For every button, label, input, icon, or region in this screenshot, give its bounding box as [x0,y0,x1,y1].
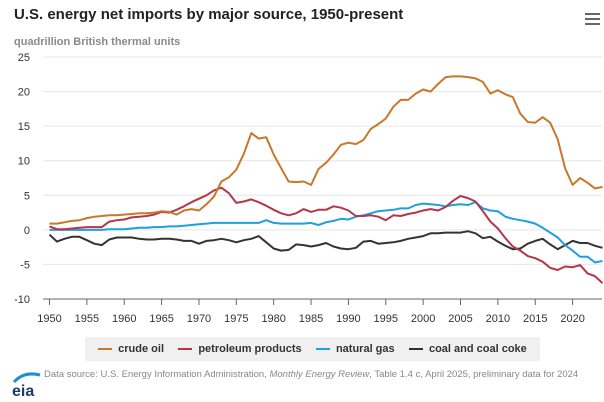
x-tick-label: 2015 [523,313,547,325]
menu-bar [585,13,600,15]
x-tick-label: 1960 [112,313,136,325]
legend-label: petroleum products [198,343,302,355]
x-tick-label: 1965 [149,313,173,325]
source-publication: Monthly Energy Review [269,369,370,380]
legend-item-natural-gas[interactable]: natural gas [315,343,395,355]
eia-logo-arc [12,372,41,384]
source-suffix: , Table 1.4 c, April 2025, preliminary d… [369,369,579,380]
y-tick-label: 5 [24,190,30,202]
legend-label: natural gas [335,343,395,355]
y-tick-label: 15 [18,121,30,133]
y-tick-label: 25 [18,52,30,64]
legend-swatch [98,348,113,350]
series-line-crude-oil [49,75,603,225]
series-line-coal-and-coal-coke [48,230,603,252]
hamburger-menu-icon[interactable] [585,13,600,27]
y-tick-label: 20 [18,87,30,99]
x-tick-label: 2000 [411,313,435,325]
legend-item-crude-oil[interactable]: crude oil [98,343,164,355]
y-tick-label: 0 [24,225,30,237]
x-tick-label: 2010 [486,313,510,325]
legend-swatch [178,348,193,350]
x-tick-label: 2005 [448,313,472,325]
x-axis: 1950 1955 1960 1965 1970 1975 1980 1985 1990 1995… [37,298,602,325]
menu-bar [585,18,600,20]
y-tick-label: -5 [20,259,30,271]
gridlines [43,56,602,265]
legend-swatch [315,348,330,350]
x-tick-label: 1975 [224,313,248,325]
legend: crude oil petroleum products natural gas co… [85,337,540,361]
y-axis-ticks: 25 20 15 10 5 0 -5 -10 [14,52,30,306]
source-prefix: Data source: U.S. Energy Information Adm… [44,369,270,380]
eia-logo-text: eia [12,383,34,399]
legend-label: coal and coal coke [428,343,527,355]
x-tick-label: 1985 [299,313,323,325]
eia-logo: eia [12,372,41,399]
y-tick-label: 10 [18,156,30,168]
x-tick-label: 1970 [187,313,211,325]
x-tick-label: 1980 [261,313,285,325]
footer: eia Data source: U.S. Energy Information… [10,369,600,399]
x-tick-label: 2020 [560,313,584,325]
series-line-natural-gas [49,201,603,264]
legend-swatch [408,348,423,350]
x-tick-label: 1995 [374,313,398,325]
chart-title: U.S. energy net imports by major source,… [14,6,404,23]
legend-item-coal-and-coal-coke[interactable]: coal and coal coke [408,343,527,355]
legend-item-petroleum-products[interactable]: petroleum products [178,343,302,355]
x-tick-label: 1955 [75,313,99,325]
y-tick-label: -10 [14,294,30,306]
x-tick-label: 1950 [37,313,61,325]
series-line-petroleum-products [49,186,604,284]
legend-label: crude oil [118,343,164,355]
data-source-note: Data source: U.S. Energy Information Adm… [44,369,600,381]
y-axis-unit-label: quadrillion British thermal units [14,36,181,48]
menu-bar [585,23,600,25]
series-lines [48,75,604,284]
x-tick-label: 1990 [336,313,360,325]
